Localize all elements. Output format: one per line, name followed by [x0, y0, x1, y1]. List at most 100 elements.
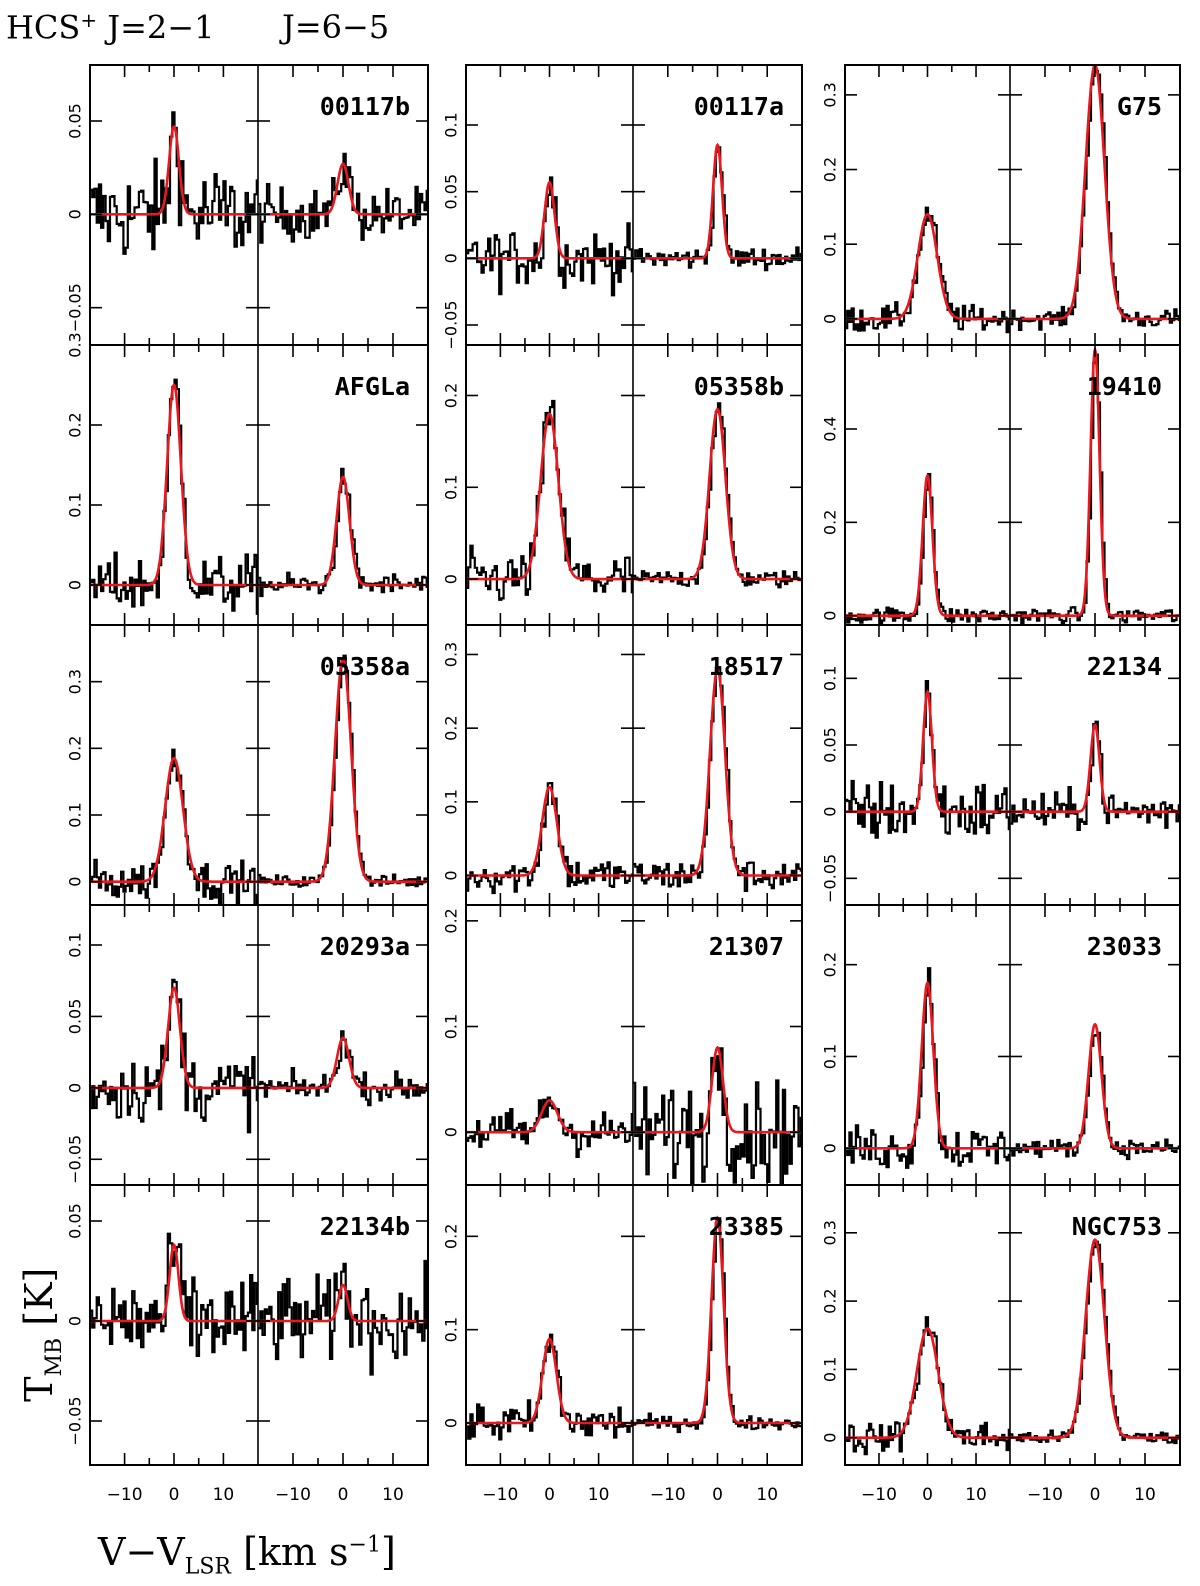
spectrum-j2-1 [90, 978, 258, 1134]
source-name-label: 22134 [1087, 652, 1162, 681]
x-axis-unit-post: ] [380, 1530, 396, 1574]
source-name-label: NGC753 [1072, 1212, 1162, 1241]
x-tick-label: −10 [482, 1485, 518, 1505]
source-name-label: 23385 [709, 1212, 784, 1241]
gaussian-fit-j6-5 [1010, 723, 1180, 813]
x-axis-unit-pre: [km s [243, 1530, 349, 1574]
gaussian-fit-j2-1 [845, 1327, 1010, 1439]
y-tick-label: 0.05 [66, 103, 85, 139]
y-tick-label: 0.2 [821, 952, 840, 977]
y-tick-label: 0.3 [821, 82, 840, 107]
y-tick-label: 0 [821, 1433, 840, 1443]
spectrum-j2-1 [466, 1333, 633, 1441]
panel-NGC753: −10 0 10 −10 0 10 0 0.1 0.2 0.3 NGC753 [821, 1184, 1181, 1505]
spectrum-j2-1 [90, 378, 258, 615]
y-tick-label: 0 [66, 209, 85, 219]
source-name-label: 21307 [709, 932, 784, 961]
spectrum-j2-1 [845, 206, 1010, 334]
y-tick-label: 0.2 [442, 715, 461, 740]
y-tick-label: 0.1 [821, 231, 840, 256]
y-tick-label: 0.1 [821, 1357, 840, 1382]
x-tick-label: 0 [1090, 1485, 1101, 1505]
spectrum-j2-1 [466, 782, 633, 895]
panel-G75: 0 0.1 0.2 0.3 G75 [821, 64, 1181, 346]
y-tick-label: 0.1 [442, 112, 461, 137]
y-axis-label-unit: [K] [17, 1267, 62, 1326]
spectrum-j6-5 [633, 1047, 802, 1185]
y-tick-label: 0.2 [442, 1224, 461, 1249]
title-species-charge: + [80, 8, 98, 32]
gaussian-fit-j6-5 [258, 1283, 428, 1323]
y-tick-label: 0.2 [442, 908, 461, 933]
title-transition-2: J=6−5 [282, 8, 390, 46]
panel-05358b: 0 0.1 0.2 05358b [442, 344, 803, 626]
x-axis-label: V−VLSR [km s−1] [98, 1530, 396, 1580]
x-tick-label: 0 [922, 1485, 933, 1505]
spectrum-j6-5 [258, 1030, 428, 1107]
source-name-label: AFGLa [335, 372, 410, 401]
panel-frame [844, 1184, 1181, 1466]
spectrum-j2-1 [90, 1232, 258, 1357]
y-tick-label: 0.1 [821, 666, 840, 691]
spectrum-j6-5 [1010, 720, 1180, 831]
panel-18517: 0 0.1 0.2 0.3 18517 [442, 624, 803, 906]
y-tick-label: −0.05 [442, 300, 461, 349]
gaussian-fit-j6-5 [633, 407, 802, 581]
spectrum-j6-5 [633, 402, 802, 589]
x-tick-label: −10 [650, 1485, 686, 1505]
y-tick-label: 0 [66, 580, 85, 590]
y-tick-label: −0.05 [66, 283, 85, 332]
spectrum-j6-5 [1010, 1031, 1180, 1161]
gaussian-fit-j6-5 [633, 667, 802, 877]
y-tick-label: 0 [66, 1316, 85, 1326]
gaussian-fit-j6-5 [633, 1215, 802, 1425]
y-tick-label: 0.1 [442, 475, 461, 500]
y-tick-label: 0.05 [66, 999, 85, 1035]
gaussian-fit-j2-1 [90, 756, 258, 883]
gaussian-fit-j2-1 [466, 1099, 633, 1134]
y-tick-label: 0.1 [66, 802, 85, 827]
spectrum-j6-5 [258, 1259, 428, 1376]
y-tick-label: 0.2 [442, 383, 461, 408]
y-tick-label: 0.05 [821, 727, 840, 763]
x-tick-label: −10 [861, 1485, 897, 1505]
gaussian-fit-j2-1 [845, 689, 1010, 813]
spectrum-j6-5 [633, 146, 802, 272]
gaussian-fit-j6-5 [633, 142, 802, 260]
gaussian-fit-j2-1 [845, 473, 1010, 617]
y-tick-label: 0 [442, 1418, 461, 1428]
y-tick-label: 0 [66, 877, 85, 887]
title-transition-1: J=2−1 [107, 8, 215, 47]
panel-frame [465, 1184, 803, 1466]
x-tick-label: 0 [712, 1485, 723, 1505]
panel-AFGLa: 0 0.1 0.2 0.3 AFGLa [66, 332, 429, 626]
panel-23033: 0 0.1 0.2 23033 [821, 904, 1181, 1186]
panel-23385: −10 0 10 −10 0 10 0 0.1 0.2 23385 [442, 1184, 803, 1505]
gaussian-fit-j2-1 [90, 1243, 258, 1323]
spectrum-j2-1 [466, 399, 633, 601]
y-tick-label: 0.4 [821, 416, 840, 441]
y-tick-label: −0.05 [66, 1135, 85, 1184]
y-tick-label: 0 [442, 1127, 461, 1137]
y-tick-label: 0 [442, 870, 461, 880]
spectrum-j2-1 [845, 473, 1010, 625]
spectrum-j2-1 [845, 1316, 1010, 1456]
y-tick-label: 0.1 [442, 1014, 461, 1039]
gaussian-fit-j2-1 [466, 1337, 633, 1425]
gaussian-fit-j2-1 [466, 412, 633, 581]
y-tick-label: 0.1 [821, 1044, 840, 1069]
spectrum-j2-1 [845, 967, 1010, 1169]
y-tick-label: 0.3 [442, 642, 461, 667]
y-axis-label-main: T [17, 1376, 62, 1402]
y-tick-label: 0.3 [66, 332, 85, 357]
x-tick-label: 10 [1134, 1485, 1156, 1505]
y-tick-label: 0.3 [821, 1220, 840, 1245]
y-tick-label: −0.05 [66, 1396, 85, 1445]
gaussian-fit-j6-5 [258, 1036, 428, 1090]
gaussian-fit-j2-1 [845, 980, 1010, 1150]
gaussian-fit-j2-1 [90, 124, 258, 216]
gaussian-fit-j6-5 [1010, 1022, 1180, 1150]
y-tick-label: −0.05 [821, 854, 840, 903]
spectrum-j6-5 [258, 152, 428, 244]
